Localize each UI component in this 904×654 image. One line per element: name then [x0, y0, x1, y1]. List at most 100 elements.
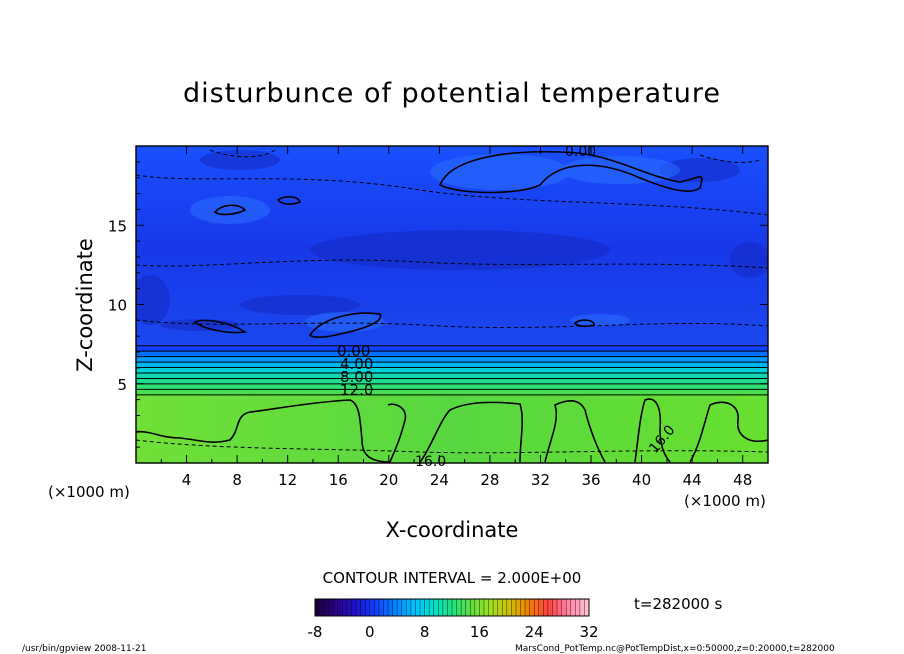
colorbar-cell [584, 599, 590, 616]
transition-band [136, 378, 768, 385]
colorbar-cell [497, 599, 503, 616]
colorbar-cell [333, 599, 339, 616]
colorbar-cell [388, 599, 393, 616]
y-tick-label: 15 [108, 217, 127, 235]
contours-transition [136, 345, 768, 396]
contour-label: 4.00 [340, 355, 373, 373]
y-tick-label: 10 [108, 297, 127, 315]
colorbar-cell [337, 599, 343, 616]
colorbar-cell [351, 599, 357, 616]
x-tick-label: 8 [232, 471, 242, 489]
colorbar-cell [424, 599, 430, 616]
colorbar-cell [543, 599, 549, 616]
footer-source: MarsCond_PotTemp.nc@PotTempDist,x=0:5000… [515, 644, 835, 654]
contour-label: 8.00 [340, 368, 373, 386]
x-tick-label: 4 [182, 471, 192, 489]
x-tick-label: 24 [430, 471, 449, 489]
contours-lower [136, 398, 768, 463]
region-lower [136, 395, 768, 463]
colorbar-cell [547, 599, 553, 616]
colorbar-ticks: -8 0 8 16 24 32 [308, 623, 599, 641]
upper-patches [136, 150, 768, 331]
colorbar-cell [557, 599, 562, 616]
x-tick-label: 12 [278, 471, 297, 489]
transition-bands [136, 345, 768, 396]
colorbar-cell [566, 599, 572, 616]
colorbar-tick-label: 8 [420, 623, 430, 641]
colorbar-cell [433, 599, 439, 616]
colorbar-tick-label: 32 [579, 623, 598, 641]
colorbar-tick-label: -8 [308, 623, 323, 641]
x-tick-label: 40 [632, 471, 651, 489]
x-tick-label: 44 [683, 471, 702, 489]
colorbar-cell [447, 599, 453, 616]
colorbar-cell [378, 599, 384, 616]
x-axis-title: X-coordinate [386, 518, 519, 542]
colorbar-cell [465, 599, 471, 616]
transition-band [136, 389, 768, 396]
colorbar-frame [314, 598, 590, 617]
colorbar-cell [493, 599, 498, 616]
colorbar-cell [488, 599, 494, 616]
colorbar-cell [415, 599, 421, 616]
colorbar-cell [515, 599, 521, 616]
colorbar-cell [534, 599, 540, 616]
transition-band [136, 356, 768, 363]
x-tick-label: 36 [581, 471, 600, 489]
colorbar-cell [346, 599, 352, 616]
x-tick-label: 28 [480, 471, 499, 489]
colorbar-cell [561, 599, 567, 616]
colorbar-cell [538, 599, 544, 616]
colorbar-cell [369, 599, 375, 616]
x-unit-right: (×1000 m) [684, 492, 766, 510]
colorbar-cell [529, 599, 535, 616]
colorbar-cell [452, 599, 457, 616]
colorbar-cell [438, 599, 444, 616]
colorbar-cell [502, 599, 508, 616]
colorbar-cell [442, 599, 448, 616]
transition-band [136, 345, 768, 352]
contour-label: 12.0 [340, 381, 373, 399]
y-axis: 5 10 15 [108, 161, 768, 448]
colorbar-cell [315, 599, 320, 616]
colorbar-cell [392, 599, 398, 616]
footer-program: /usr/bin/gpview 2008-11-21 [22, 644, 146, 654]
colorbar-cell [383, 599, 389, 616]
colorbar-cell [324, 599, 329, 616]
colorbar-tick-label: 16 [470, 623, 489, 641]
colorbar-cell [342, 599, 348, 616]
contour-label: 0.00 [337, 342, 370, 360]
colorbar-cell [575, 599, 581, 616]
colorbar-cell [506, 599, 512, 616]
x-tick-label: 16 [329, 471, 348, 489]
colorbar-cell [525, 599, 530, 616]
contour-interval: CONTOUR INTERVAL = 2.000E+00 [323, 569, 582, 587]
colorbar-cell [420, 599, 425, 616]
contour-label: 0.00 [565, 144, 596, 160]
x-unit-left: (×1000 m) [48, 483, 130, 501]
colorbar-cell [461, 599, 466, 616]
colorbar [314, 599, 590, 616]
x-axis: 4 8 12 16 20 24 28 32 36 40 44 48 [160, 146, 752, 489]
colorbar-cell [397, 599, 403, 616]
colorbar-cell [483, 599, 489, 616]
colorbar-cell [406, 599, 412, 616]
contour-label: 16.0 [415, 454, 446, 470]
colorbar-cell [328, 599, 334, 616]
colorbar-cell [360, 599, 366, 616]
colorbar-cell [365, 599, 371, 616]
colorbar-cell [356, 599, 361, 616]
colorbar-cell [470, 599, 476, 616]
colorbar-cell [429, 599, 435, 616]
contours-lower-dashed [136, 439, 768, 454]
colorbar-cell [319, 599, 325, 616]
colorbar-cell [570, 599, 576, 616]
contours-upper-dashed [136, 149, 768, 329]
x-tick-label: 32 [531, 471, 550, 489]
transition-band [136, 383, 768, 390]
contours-upper [193, 150, 703, 338]
transition-band [136, 367, 768, 374]
colorbar-cell [552, 599, 558, 616]
time-label: t=282000 s [634, 595, 722, 613]
